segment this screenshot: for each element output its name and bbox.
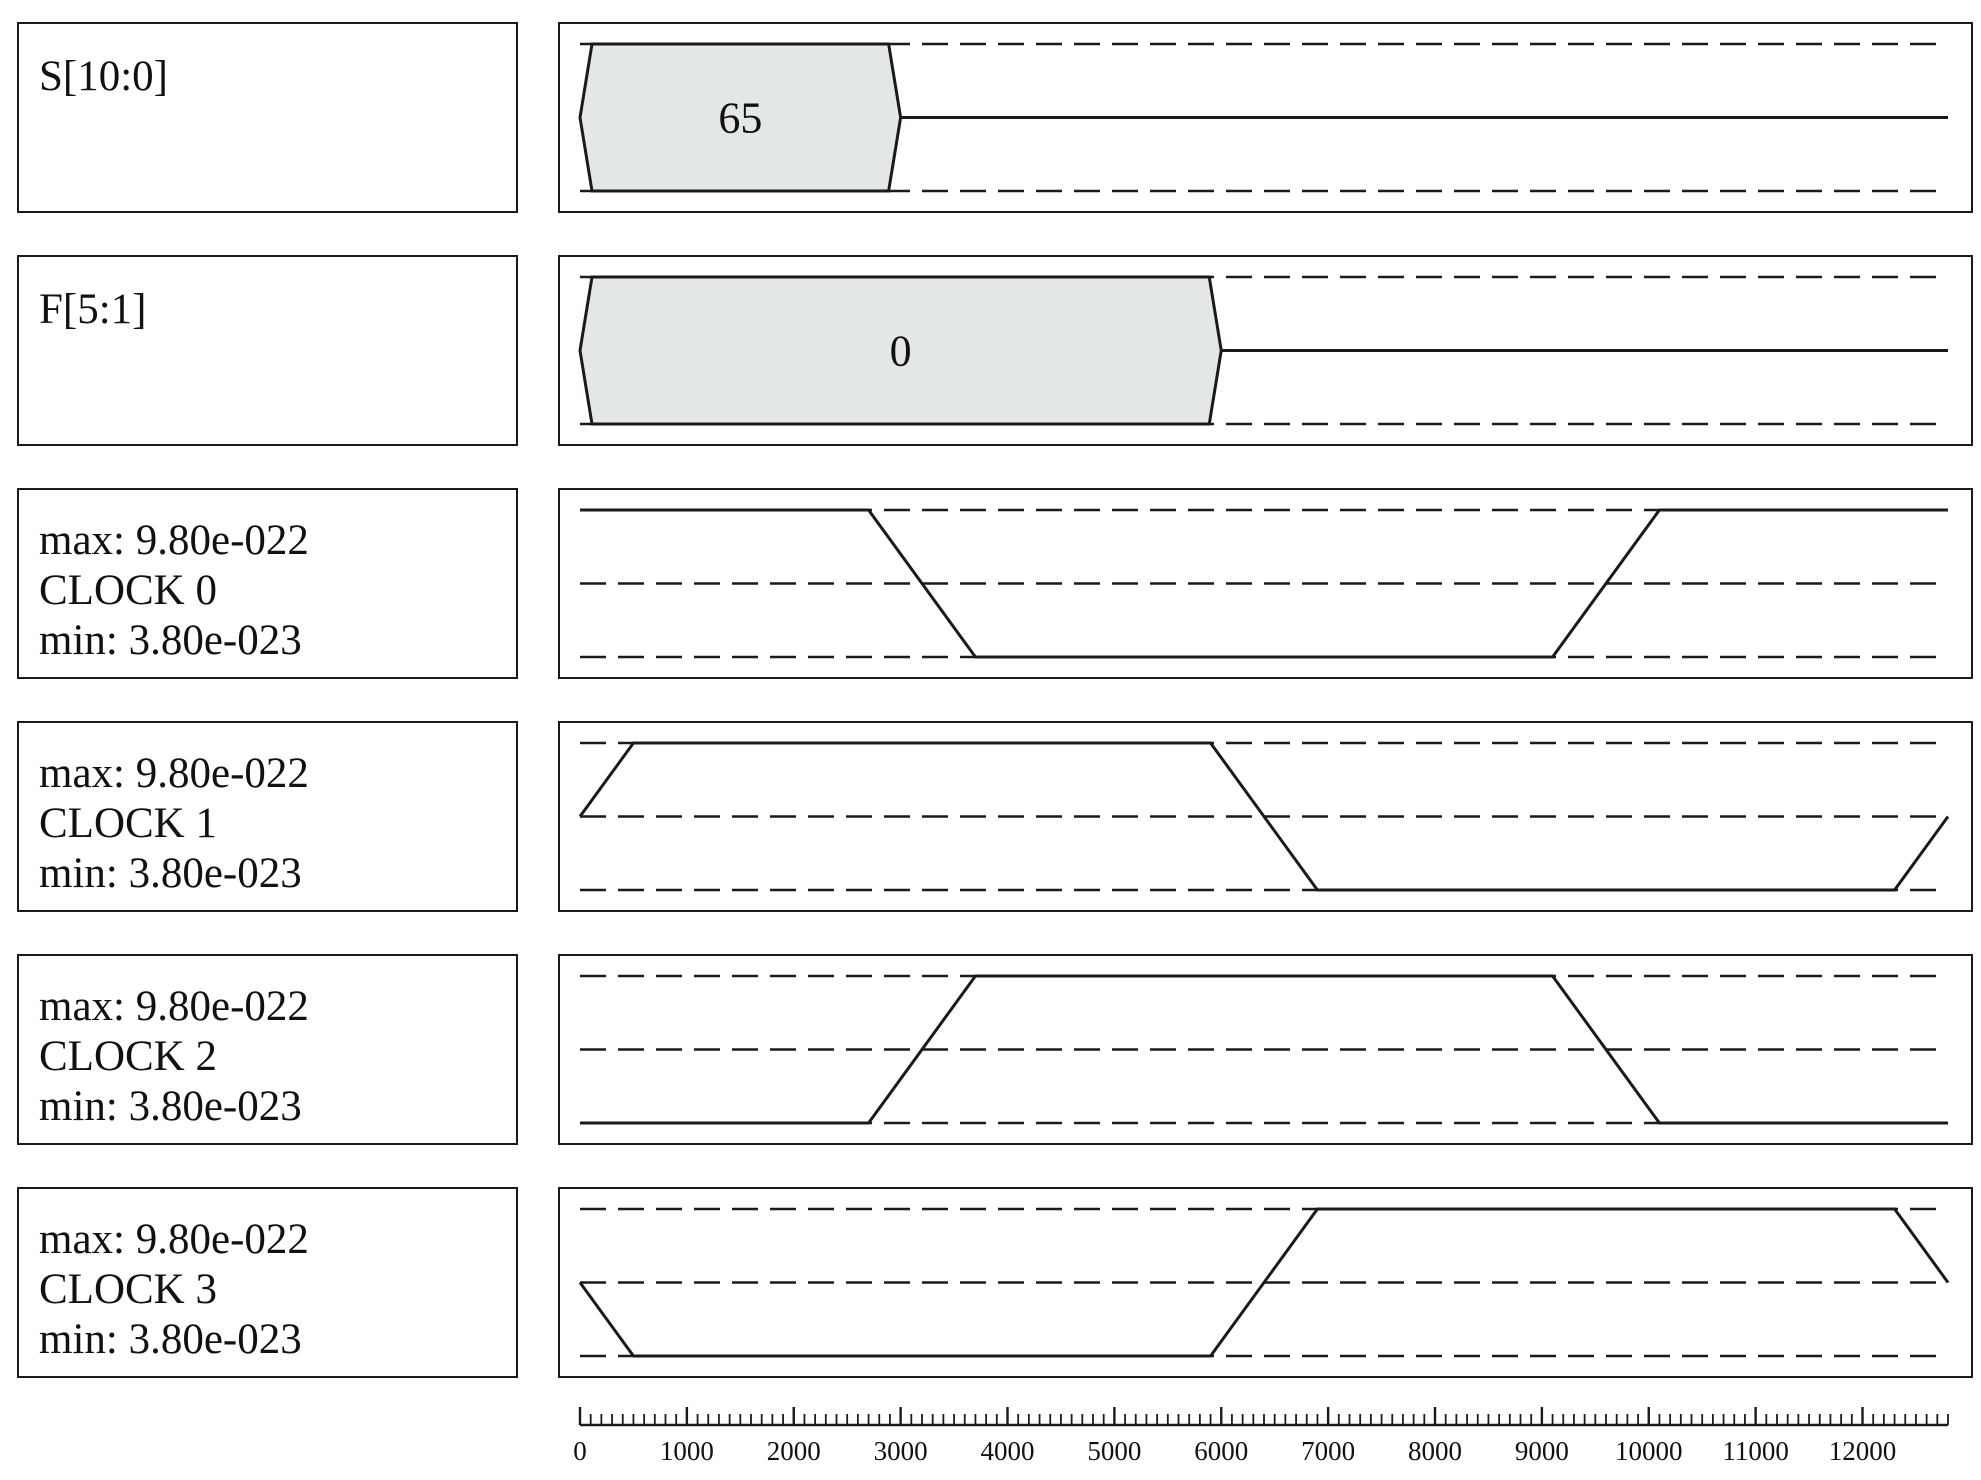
signal-label-box: max: 9.80e-022 CLOCK 2 min: 3.80e-023	[17, 954, 518, 1145]
signal-label-line: min: 3.80e-023	[39, 850, 302, 897]
tick-label: 2000	[767, 1436, 821, 1466]
signal-label-box: S[10:0]	[17, 22, 518, 213]
tick-label: 9000	[1515, 1436, 1569, 1466]
signal-label-line: min: 3.80e-023	[39, 1083, 302, 1130]
signal-trace-group	[578, 741, 1950, 892]
tick-label: 0	[573, 1436, 587, 1466]
signal-label-line: max: 9.80e-022	[39, 983, 309, 1030]
tick-label: 3000	[874, 1436, 928, 1466]
tick-label: 12000	[1829, 1436, 1897, 1466]
tick-label: 6000	[1194, 1436, 1248, 1466]
signal-label-line: max: 9.80e-022	[39, 750, 309, 797]
signal-label-line: min: 3.80e-023	[39, 1316, 302, 1363]
tick-label: 10000	[1615, 1436, 1683, 1466]
signal-label-box: max: 9.80e-022 CLOCK 3 min: 3.80e-023	[17, 1187, 518, 1378]
signal-label-line: max: 9.80e-022	[39, 517, 309, 564]
analog-waveform-line	[578, 1207, 1950, 1358]
time-axis: 0 1000 2000 3000 4000 5000 6000 7000 8000 9000 100…	[573, 1407, 1949, 1466]
signal-label-box: F[5:1]	[17, 255, 518, 446]
signal-label-line: max: 9.80e-022	[39, 1216, 309, 1263]
tick-label: 11000	[1722, 1436, 1789, 1466]
signal-label-line: CLOCK 0	[39, 567, 217, 614]
signal-trace-group	[580, 508, 1948, 659]
tick-label: 1000	[660, 1436, 714, 1466]
analog-waveform-line	[580, 508, 1948, 659]
signal-label-box: max: 9.80e-022 CLOCK 0 min: 3.80e-023	[17, 488, 518, 679]
signal-trace-group: 65	[578, 42, 1948, 193]
bus-value-label: 65	[718, 94, 762, 143]
tick-label: 7000	[1301, 1436, 1355, 1466]
signal-trace-group: 0	[578, 275, 1948, 426]
signal-label-line: S[10:0]	[39, 53, 168, 100]
signal-label-line: CLOCK 1	[39, 800, 217, 847]
tick-label: 8000	[1408, 1436, 1462, 1466]
tick-label: 5000	[1087, 1436, 1141, 1466]
signal-label-line: CLOCK 2	[39, 1033, 217, 1080]
signal-trace-group	[578, 1207, 1950, 1358]
signal-trace-group	[580, 974, 1948, 1125]
analog-waveform-line	[580, 974, 1948, 1125]
signal-label-line: CLOCK 3	[39, 1266, 217, 1313]
signal-label-line: min: 3.80e-023	[39, 617, 302, 664]
signal-label-box: max: 9.80e-022 CLOCK 1 min: 3.80e-023	[17, 721, 518, 912]
signal-label-line: F[5:1]	[39, 286, 147, 333]
tick-label: 4000	[981, 1436, 1035, 1466]
analog-waveform-line	[578, 741, 1950, 892]
bus-value-label: 0	[890, 327, 912, 376]
